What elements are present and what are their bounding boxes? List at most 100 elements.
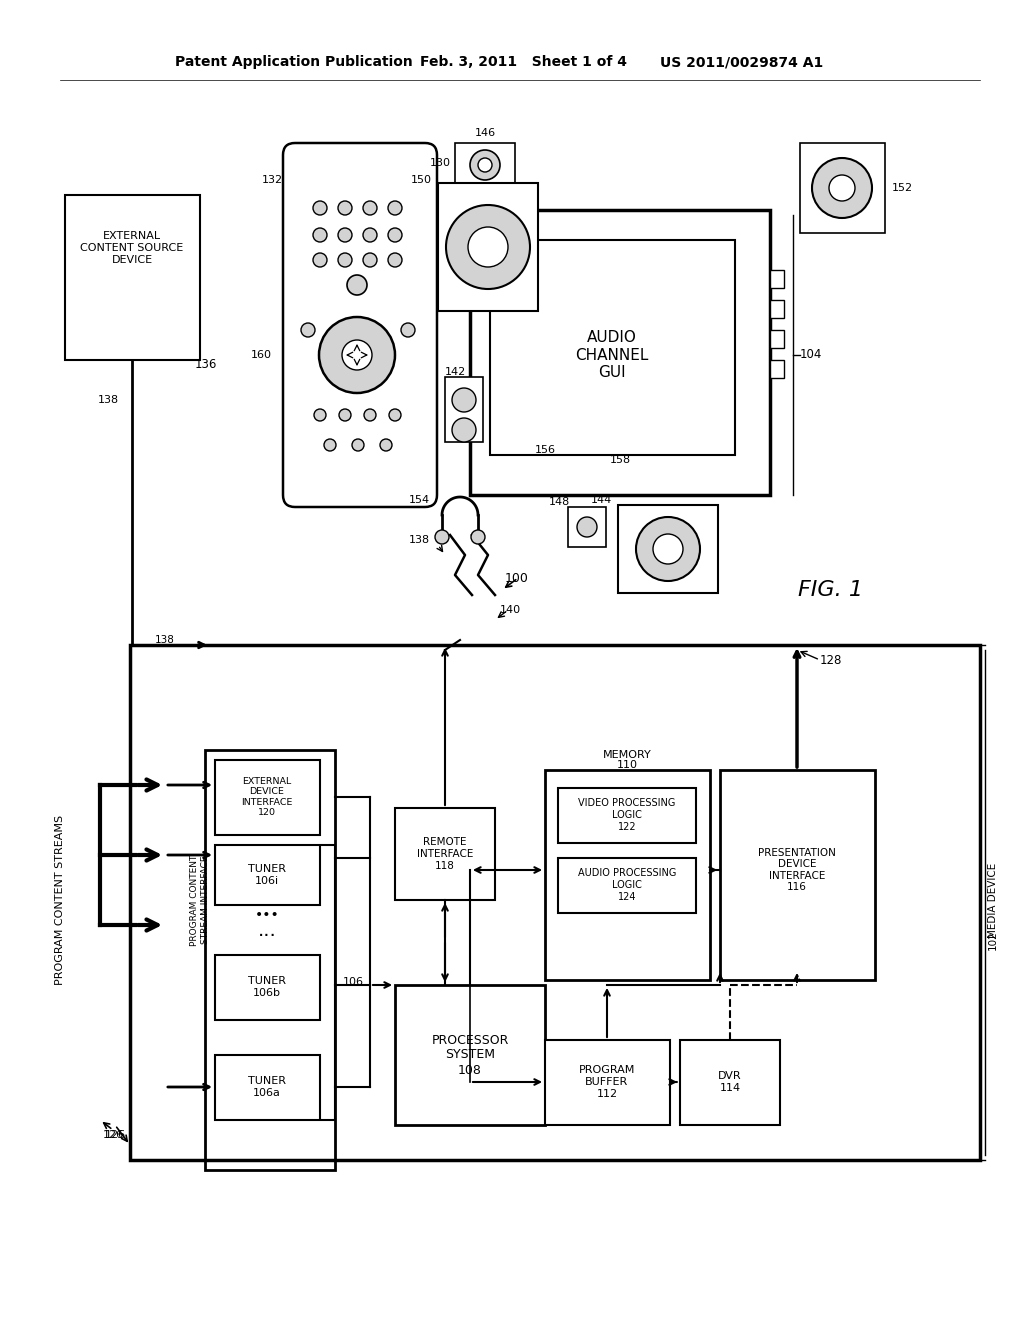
Bar [800,143,885,234]
Text: 128: 128 [820,653,843,667]
Circle shape [339,409,351,421]
Text: PROGRAM CONTENT
STREAM INTERFACE: PROGRAM CONTENT STREAM INTERFACE [190,854,210,945]
Circle shape [380,440,392,451]
Circle shape [347,275,367,294]
Text: MEDIA DEVICE: MEDIA DEVICE [988,862,998,937]
Text: 126: 126 [104,1130,126,1140]
Text: EXTERNAL
DEVICE
INTERFACE
120: EXTERNAL DEVICE INTERFACE 120 [242,777,293,817]
Bar [130,645,980,1160]
Circle shape [653,535,683,564]
Circle shape [313,253,327,267]
Text: 106: 106 [343,977,364,987]
Text: REMOTE
INTERFACE
118: REMOTE INTERFACE 118 [417,837,473,871]
Bar [770,330,784,348]
Circle shape [362,253,377,267]
Circle shape [324,440,336,451]
Circle shape [401,323,415,337]
Text: TUNER
106i: TUNER 106i [248,865,286,886]
Circle shape [314,409,326,421]
Text: EXTERNAL
CONTENT SOURCE
DEVICE: EXTERNAL CONTENT SOURCE DEVICE [80,231,183,264]
Circle shape [338,201,352,215]
Text: DVR
114: DVR 114 [718,1072,741,1093]
Circle shape [313,228,327,242]
Circle shape [452,388,476,412]
Text: 138: 138 [97,395,119,405]
Text: 148: 148 [549,498,570,507]
Circle shape [478,158,492,172]
Bar [618,506,718,593]
Text: 156: 156 [535,445,555,455]
Bar [720,770,874,979]
Bar [205,750,335,1170]
Bar [558,858,696,913]
Bar [445,378,483,442]
Circle shape [364,409,376,421]
Text: PROCESSOR
SYSTEM
108: PROCESSOR SYSTEM 108 [431,1034,509,1077]
Bar [568,507,606,546]
Circle shape [338,253,352,267]
Text: Feb. 3, 2011   Sheet 1 of 4: Feb. 3, 2011 Sheet 1 of 4 [420,55,627,69]
Circle shape [301,323,315,337]
Bar [65,195,200,360]
Text: FIG. 1: FIG. 1 [798,579,862,601]
Bar [215,845,319,906]
Circle shape [362,228,377,242]
Bar [490,240,735,455]
Bar [215,1055,319,1119]
Bar [770,360,784,378]
Text: 142: 142 [445,367,466,378]
Text: PROGRAM CONTENT STREAMS: PROGRAM CONTENT STREAMS [55,814,65,985]
Text: 104: 104 [800,348,822,362]
Text: MEMORY: MEMORY [603,750,651,760]
Text: 140: 140 [500,605,521,615]
Text: 138: 138 [409,535,430,545]
Circle shape [362,201,377,215]
Text: 110: 110 [616,760,638,770]
Text: 126: 126 [102,1130,124,1140]
Circle shape [446,205,530,289]
Bar [395,985,545,1125]
Text: 150: 150 [411,176,432,185]
Text: 144: 144 [591,495,612,506]
Circle shape [313,201,327,215]
Bar [770,271,784,288]
Circle shape [388,253,402,267]
Text: PROGRAM
BUFFER
112: PROGRAM BUFFER 112 [579,1065,635,1098]
Circle shape [452,418,476,442]
Text: 154: 154 [409,495,430,506]
Bar [680,1040,780,1125]
Bar [558,788,696,843]
Bar [470,210,770,495]
Bar [545,1040,670,1125]
Bar [455,143,515,187]
Text: PRESENTATION
DEVICE
INTERFACE
116: PRESENTATION DEVICE INTERFACE 116 [758,847,836,892]
Circle shape [319,317,395,393]
Circle shape [435,531,449,544]
Bar [545,770,710,979]
Circle shape [389,409,401,421]
Circle shape [829,176,855,201]
Text: TUNER
106b: TUNER 106b [248,977,286,998]
Text: 138: 138 [155,635,175,645]
Circle shape [342,341,372,370]
Circle shape [338,228,352,242]
Circle shape [577,517,597,537]
Circle shape [812,158,872,218]
Bar [215,760,319,836]
Circle shape [471,531,485,544]
Text: ...: ... [258,920,276,940]
Text: 132: 132 [262,176,283,185]
Text: 136: 136 [195,358,217,371]
Text: AUDIO
CHANNEL
GUI: AUDIO CHANNEL GUI [575,330,648,380]
Text: Patent Application Publication: Patent Application Publication [175,55,413,69]
Text: 160: 160 [251,350,272,360]
Circle shape [388,201,402,215]
Text: 130: 130 [430,158,451,168]
Bar [215,954,319,1020]
Text: VIDEO PROCESSING
LOGIC
122: VIDEO PROCESSING LOGIC 122 [579,799,676,832]
Text: •••: ••• [255,908,280,921]
Circle shape [388,228,402,242]
Bar [395,808,495,900]
Text: 158: 158 [609,455,631,465]
Text: US 2011/0029874 A1: US 2011/0029874 A1 [660,55,823,69]
